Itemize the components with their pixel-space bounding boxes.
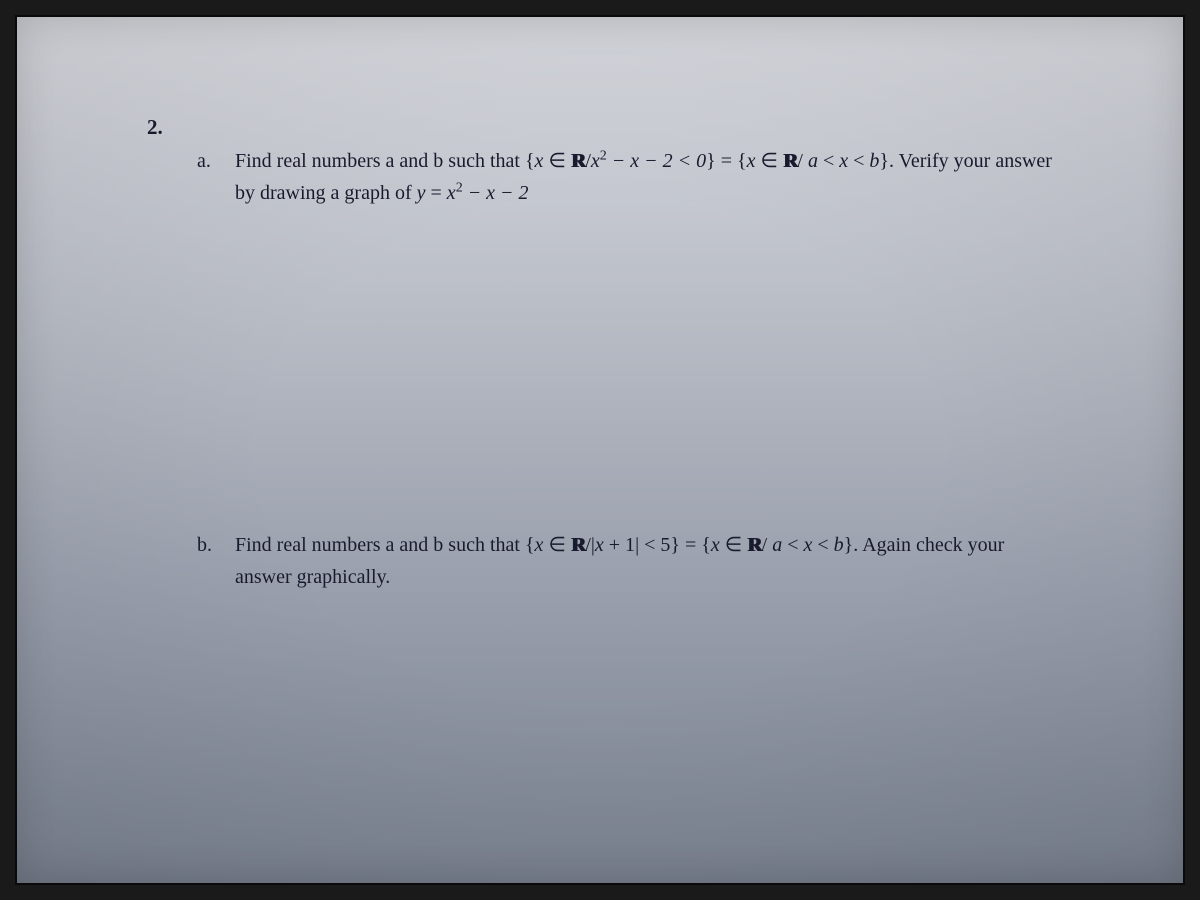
set2-b: b bbox=[834, 534, 844, 556]
graph-y: y bbox=[417, 182, 426, 204]
set1-expr-sup: 2 bbox=[600, 148, 607, 163]
period: . bbox=[853, 534, 862, 556]
set1-open: { bbox=[525, 150, 535, 172]
item-letter-b: b. bbox=[197, 529, 217, 561]
abs-rest: + 1 bbox=[604, 534, 635, 556]
item-content-b: Find real numbers a and b such that {x ∈… bbox=[235, 529, 1083, 593]
set2-lt2: < bbox=[848, 150, 869, 172]
set2-a: a bbox=[808, 150, 818, 172]
question-number: 2. bbox=[147, 115, 163, 140]
set2-real: R bbox=[747, 529, 761, 561]
set2-elem: ∈ bbox=[720, 534, 747, 556]
set2-var: x bbox=[747, 150, 756, 172]
set1-elem: ∈ bbox=[543, 150, 570, 172]
item-content-a: Find real numbers a and b such that {x ∈… bbox=[235, 145, 1083, 209]
set2-b: b bbox=[869, 150, 879, 172]
set2-open: { bbox=[701, 534, 711, 556]
period: . bbox=[889, 150, 899, 172]
graph-sup: 2 bbox=[456, 180, 463, 195]
set1-real: R bbox=[571, 145, 585, 177]
problem-item-a: a. Find real numbers a and b such that {… bbox=[197, 145, 1083, 209]
graph-x: x bbox=[447, 182, 456, 204]
set2-lt2: < bbox=[812, 534, 833, 556]
problem-list: a. Find real numbers a and b such that {… bbox=[197, 145, 1083, 593]
set1-expr-x: x bbox=[591, 150, 600, 172]
item-letter-a: a. bbox=[197, 145, 217, 177]
set1-close: } bbox=[706, 150, 716, 172]
set2-var: x bbox=[711, 534, 720, 556]
text-prefix: Find real numbers a and b such that bbox=[235, 534, 525, 556]
set1-close: } bbox=[670, 534, 680, 556]
set1-open: { bbox=[525, 534, 535, 556]
equals: = bbox=[680, 534, 701, 556]
set1-real: R bbox=[571, 529, 585, 561]
set2-close: } bbox=[879, 150, 889, 172]
set2-close: } bbox=[844, 534, 854, 556]
set2-lt1: < bbox=[782, 534, 803, 556]
set2-open: { bbox=[737, 150, 747, 172]
set1-elem: ∈ bbox=[543, 534, 570, 556]
graph-eq: = bbox=[426, 182, 447, 204]
abs-x: x bbox=[595, 534, 604, 556]
set2-elem: ∈ bbox=[756, 150, 783, 172]
equals: = bbox=[716, 150, 737, 172]
set2-x: x bbox=[839, 150, 848, 172]
set1-expr-rest: − x − 2 < 0 bbox=[607, 150, 706, 172]
set2-real: R bbox=[783, 145, 797, 177]
text-prefix: Find real numbers a and b such that bbox=[235, 150, 525, 172]
set2-sep: / bbox=[762, 534, 773, 556]
set2-lt1: < bbox=[818, 150, 839, 172]
graph-rest: − x − 2 bbox=[463, 182, 529, 204]
document-page: 2. a. Find real numbers a and b such tha… bbox=[15, 15, 1185, 885]
problem-item-b: b. Find real numbers a and b such that {… bbox=[197, 529, 1083, 593]
set2-a: a bbox=[772, 534, 782, 556]
set1-lt: < 5 bbox=[639, 534, 670, 556]
